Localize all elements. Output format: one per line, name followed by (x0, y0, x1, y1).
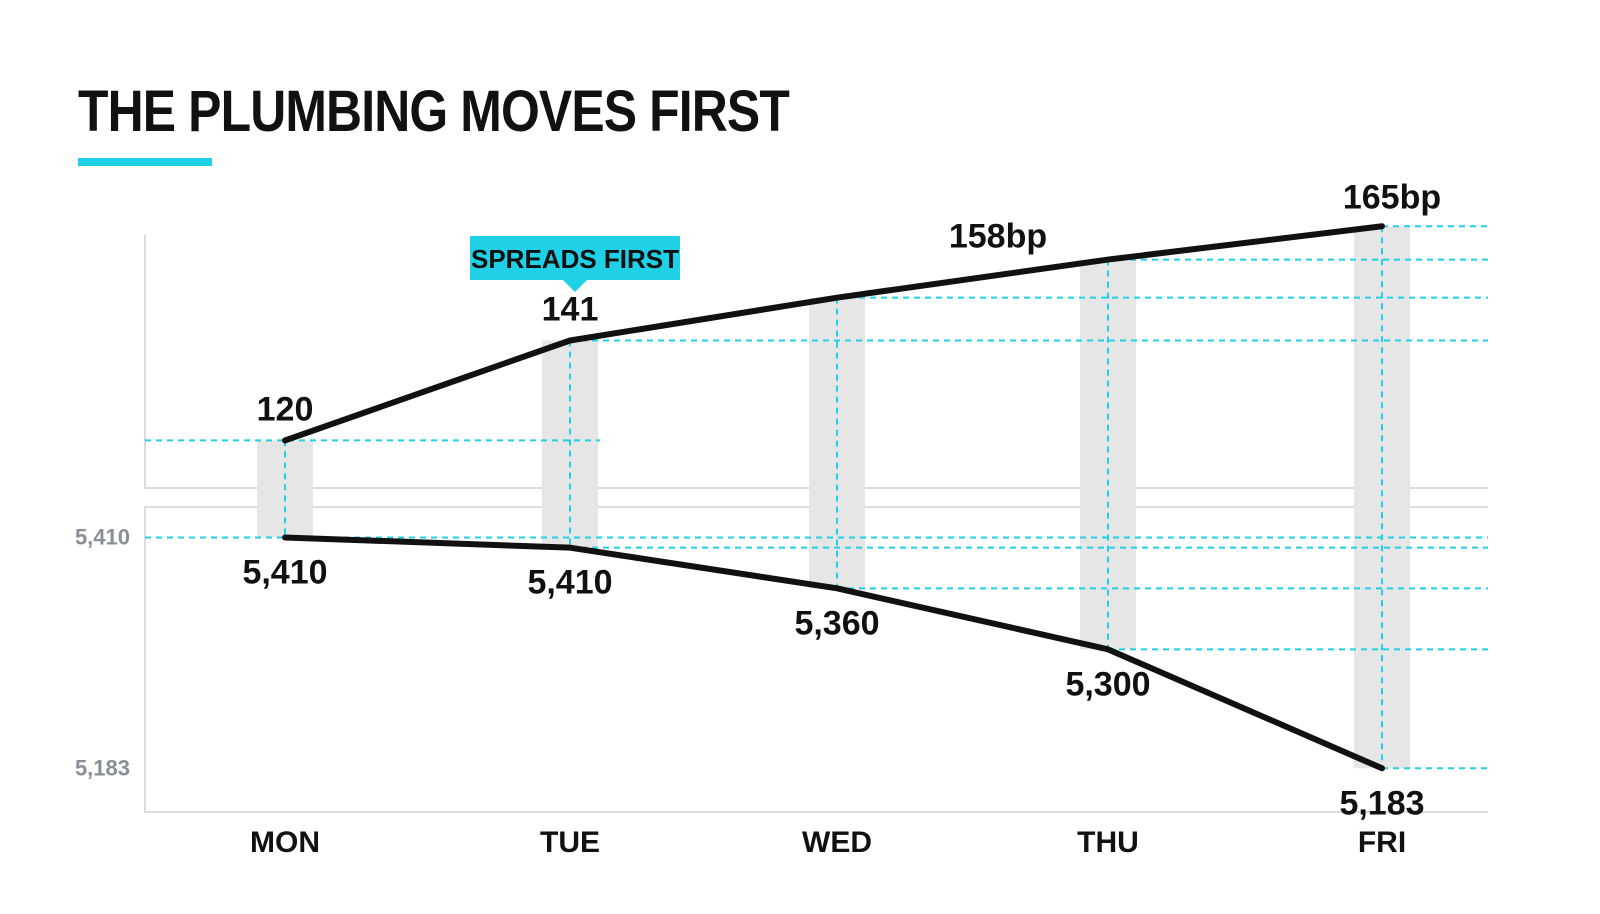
bottom-point-label-wed: 5,360 (794, 604, 879, 642)
title-underline (78, 158, 212, 166)
chart-title: THE PLUMBING MOVES FIRST (78, 79, 790, 144)
x-tick-label-wed: WED (802, 826, 872, 859)
top-series-line (282, 223, 1385, 444)
top-point-label-mon: 120 (257, 390, 314, 428)
x-tick-label-mon: MON (250, 826, 320, 859)
annotation-pointer (563, 280, 587, 292)
annotation-box (470, 236, 680, 280)
top-point-label-fri: 165bp (1343, 178, 1441, 216)
bottom-point-label-fri: 5,183 (1339, 784, 1424, 822)
x-tick-label-tue: TUE (540, 826, 600, 859)
top-point-label-tue: 141 (542, 290, 599, 328)
bottom-series-line (282, 534, 1385, 772)
y-tick-label-0: 5,410 (75, 525, 130, 550)
y-tick-label-1: 5,183 (75, 755, 130, 780)
x-tick-label-fri: FRI (1358, 826, 1406, 859)
bottom-point-label-mon: 5,410 (242, 554, 327, 592)
bottom-point-label-thu: 5,300 (1065, 665, 1150, 703)
bottom-point-label-tue: 5,410 (527, 564, 612, 602)
x-tick-label-thu: THU (1077, 826, 1139, 859)
top-point-label-thu: 158bp (949, 218, 1047, 256)
annotation-label: SPREADS FIRST (471, 244, 679, 274)
top-panel-frame (144, 235, 1488, 489)
